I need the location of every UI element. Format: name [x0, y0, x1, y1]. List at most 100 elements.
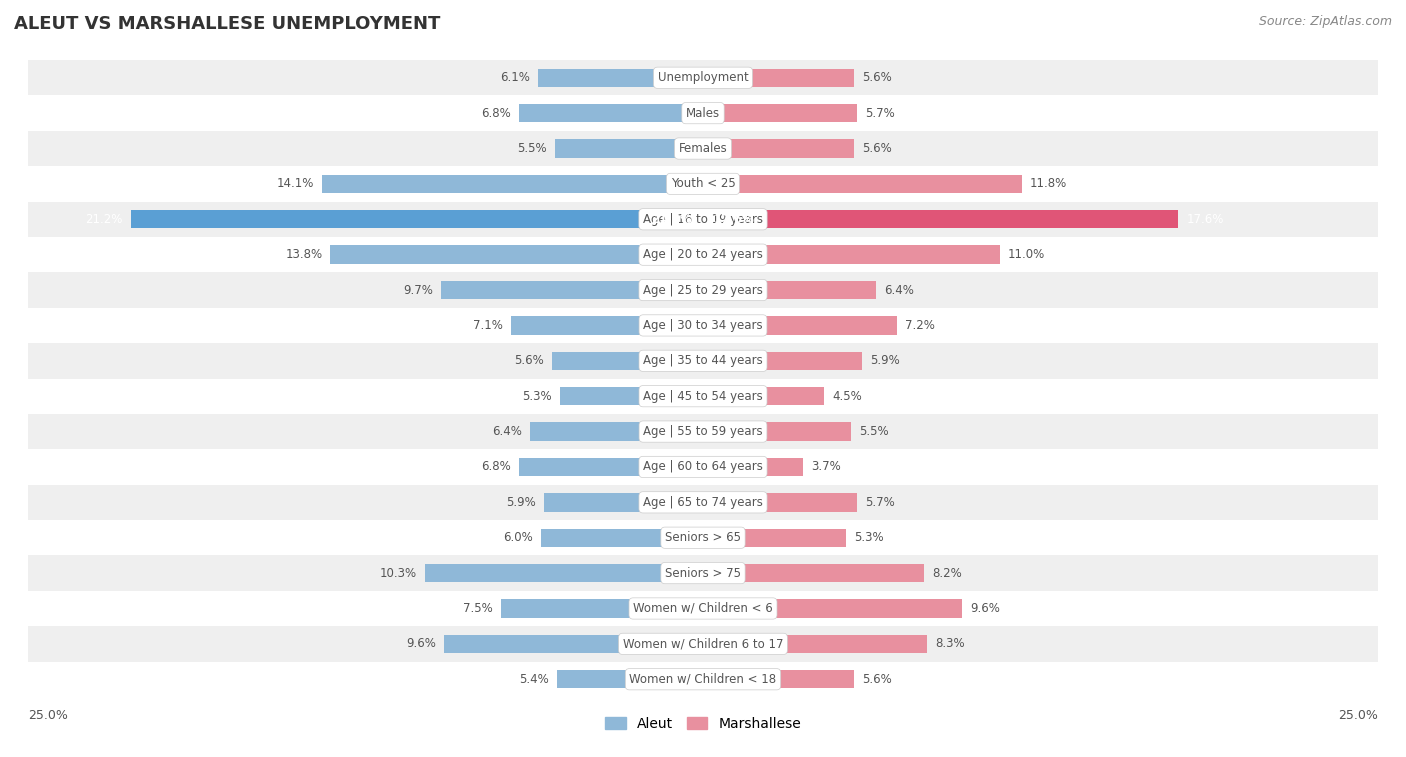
Text: 9.6%: 9.6%: [970, 602, 1000, 615]
Text: 6.1%: 6.1%: [501, 71, 530, 84]
Text: 21.2%: 21.2%: [86, 213, 122, 226]
Text: Age | 30 to 34 years: Age | 30 to 34 years: [643, 319, 763, 332]
Bar: [28, 449, 1378, 484]
Bar: [703, 281, 876, 299]
Bar: [703, 528, 846, 547]
Text: 4.5%: 4.5%: [832, 390, 862, 403]
Text: 6.8%: 6.8%: [482, 107, 512, 120]
Bar: [28, 520, 1378, 556]
Text: 14.1%: 14.1%: [277, 177, 315, 191]
Bar: [703, 600, 962, 618]
Bar: [28, 378, 1378, 414]
Bar: [28, 95, 1378, 131]
Bar: [703, 139, 855, 157]
Bar: [28, 201, 1378, 237]
Bar: [28, 273, 1378, 308]
Text: 10.3%: 10.3%: [380, 566, 416, 580]
Bar: [703, 670, 855, 688]
Text: Age | 55 to 59 years: Age | 55 to 59 years: [643, 425, 763, 438]
Bar: [28, 237, 1378, 273]
Bar: [703, 210, 1178, 229]
Bar: [551, 351, 703, 370]
Bar: [538, 69, 703, 87]
Legend: Aleut, Marshallese: Aleut, Marshallese: [599, 711, 807, 736]
Bar: [28, 343, 1378, 378]
Text: 5.5%: 5.5%: [859, 425, 889, 438]
Bar: [28, 556, 1378, 590]
Text: Seniors > 75: Seniors > 75: [665, 566, 741, 580]
Bar: [28, 308, 1378, 343]
Text: 25.0%: 25.0%: [28, 709, 67, 722]
Bar: [557, 670, 703, 688]
Text: 8.3%: 8.3%: [935, 637, 965, 650]
Bar: [703, 69, 855, 87]
Bar: [530, 422, 703, 441]
Text: 17.6%: 17.6%: [714, 213, 755, 226]
Text: ALEUT VS MARSHALLESE UNEMPLOYMENT: ALEUT VS MARSHALLESE UNEMPLOYMENT: [14, 15, 440, 33]
Text: Females: Females: [679, 142, 727, 155]
Text: 7.1%: 7.1%: [474, 319, 503, 332]
Bar: [703, 104, 856, 123]
Text: 5.6%: 5.6%: [862, 142, 891, 155]
Text: Age | 60 to 64 years: Age | 60 to 64 years: [643, 460, 763, 473]
Text: Unemployment: Unemployment: [658, 71, 748, 84]
Bar: [425, 564, 703, 582]
Bar: [703, 175, 1022, 193]
Bar: [541, 528, 703, 547]
Bar: [703, 422, 852, 441]
Bar: [512, 316, 703, 335]
Text: 5.9%: 5.9%: [870, 354, 900, 367]
Bar: [703, 493, 856, 512]
Bar: [28, 414, 1378, 449]
Bar: [28, 662, 1378, 697]
Text: 5.7%: 5.7%: [865, 496, 894, 509]
Text: Age | 25 to 29 years: Age | 25 to 29 years: [643, 284, 763, 297]
Text: 11.8%: 11.8%: [1029, 177, 1067, 191]
Text: Women w/ Children 6 to 17: Women w/ Children 6 to 17: [623, 637, 783, 650]
Text: 5.6%: 5.6%: [862, 673, 891, 686]
Bar: [131, 210, 703, 229]
Bar: [330, 245, 703, 264]
Text: 5.6%: 5.6%: [515, 354, 544, 367]
Bar: [322, 175, 703, 193]
Bar: [703, 351, 862, 370]
Text: Seniors > 65: Seniors > 65: [665, 531, 741, 544]
Bar: [28, 590, 1378, 626]
Text: 3.7%: 3.7%: [811, 460, 841, 473]
Text: Males: Males: [686, 107, 720, 120]
Text: Women w/ Children < 6: Women w/ Children < 6: [633, 602, 773, 615]
Text: 7.2%: 7.2%: [905, 319, 935, 332]
Text: 13.8%: 13.8%: [285, 248, 322, 261]
Bar: [703, 316, 897, 335]
Bar: [28, 60, 1378, 95]
Text: 6.0%: 6.0%: [503, 531, 533, 544]
Bar: [554, 139, 703, 157]
Text: 6.8%: 6.8%: [482, 460, 512, 473]
Bar: [560, 387, 703, 406]
Text: 7.5%: 7.5%: [463, 602, 492, 615]
Bar: [519, 104, 703, 123]
Text: 6.4%: 6.4%: [492, 425, 522, 438]
Bar: [501, 600, 703, 618]
Text: Youth < 25: Youth < 25: [671, 177, 735, 191]
Text: Age | 35 to 44 years: Age | 35 to 44 years: [643, 354, 763, 367]
Bar: [703, 634, 927, 653]
Bar: [28, 131, 1378, 167]
Text: 11.0%: 11.0%: [1008, 248, 1045, 261]
Text: Women w/ Children < 18: Women w/ Children < 18: [630, 673, 776, 686]
Text: 5.4%: 5.4%: [519, 673, 550, 686]
Text: 5.3%: 5.3%: [522, 390, 551, 403]
Text: 21.2%: 21.2%: [651, 213, 692, 226]
Text: 5.7%: 5.7%: [865, 107, 894, 120]
Text: Source: ZipAtlas.com: Source: ZipAtlas.com: [1258, 15, 1392, 28]
Text: Age | 45 to 54 years: Age | 45 to 54 years: [643, 390, 763, 403]
Text: 25.0%: 25.0%: [1339, 709, 1378, 722]
Bar: [444, 634, 703, 653]
Text: 9.7%: 9.7%: [404, 284, 433, 297]
Bar: [28, 626, 1378, 662]
Bar: [441, 281, 703, 299]
Text: Age | 16 to 19 years: Age | 16 to 19 years: [643, 213, 763, 226]
Text: 5.9%: 5.9%: [506, 496, 536, 509]
Text: 5.5%: 5.5%: [517, 142, 547, 155]
Bar: [703, 387, 824, 406]
